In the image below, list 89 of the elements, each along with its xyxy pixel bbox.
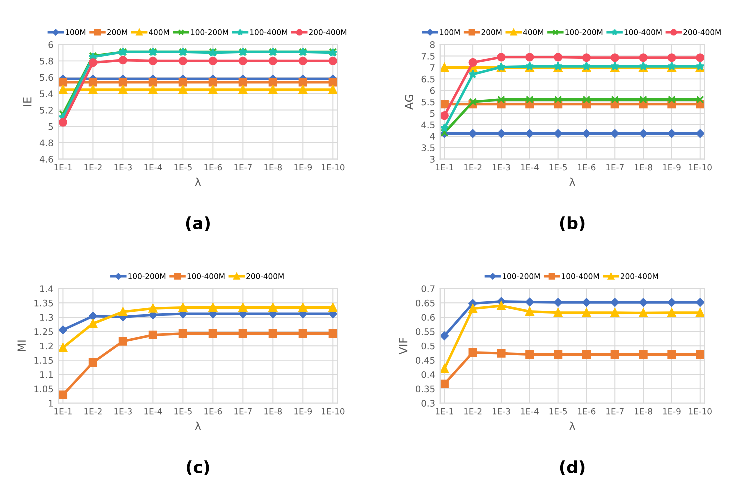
x-tick-label: 1E-3	[114, 164, 132, 171]
y-tick-label: 3.5	[422, 144, 435, 152]
y-tick-label: 1.2	[40, 342, 53, 350]
x-tick-label: 1E-4	[144, 408, 162, 415]
y-tick-label: 6	[48, 42, 54, 48]
y-tick-label: 1.3	[40, 314, 54, 322]
y-tick-label: 1.4	[40, 286, 54, 292]
text: (d)	[560, 460, 585, 476]
y-tick-label: 3	[430, 156, 435, 163]
y-tick-label: 7	[430, 64, 435, 72]
x-tick-label: 1E-1	[54, 408, 72, 415]
x-tick-label: 1E-7	[606, 408, 624, 415]
x-axis-title: λ	[195, 422, 202, 430]
x-axis-title: λ	[570, 422, 576, 430]
y-tick-label: 0.7	[422, 286, 435, 292]
y-tick-label: 0.45	[416, 357, 435, 364]
x-tick-label: 1E-4	[144, 164, 162, 171]
y-tick-label: 6	[430, 87, 435, 94]
y-tick-label: 1.05	[34, 386, 54, 393]
y-tick-label: 4.5	[422, 122, 435, 129]
y-tick-label: 5.5	[422, 98, 435, 106]
x-tick-label: 1E-7	[606, 164, 624, 171]
y-axis-title: MI	[18, 340, 26, 352]
y-tick-label: 5.8	[40, 58, 54, 65]
y-axis-title: AG	[405, 94, 414, 110]
x-tick-label: 1E-1	[436, 164, 454, 171]
y-tick-label: 0.65	[416, 300, 435, 307]
y-tick-label: 5.2	[40, 107, 53, 114]
x-tick-label: 1E-5	[174, 408, 192, 415]
x-tick-label: 1E-10	[322, 408, 345, 415]
y-tick-label: 5	[430, 110, 435, 118]
x-tick-label: 1E-8	[635, 164, 652, 171]
y-tick-label: 4.8	[40, 140, 54, 147]
x-tick-label: 1E-4	[521, 164, 539, 171]
y-tick-label: 1.15	[34, 357, 54, 364]
x-tick-label: 1E-2	[464, 408, 482, 415]
x-tick-label: 1E-3	[492, 164, 510, 171]
x-tick-label: 1E-7	[234, 408, 252, 415]
x-tick-label: 1E-1	[436, 408, 454, 415]
x-tick-label: 1E-5	[550, 408, 568, 415]
x-tick-label: 1E-6	[204, 408, 222, 415]
x-tick-label: 1E-5	[174, 164, 192, 171]
y-axis-title: VIF	[399, 338, 408, 355]
x-tick-label: 1E-5	[550, 164, 568, 171]
y-tick-label: 5.6	[40, 74, 54, 82]
text: (b)	[560, 216, 585, 232]
text: (a)	[186, 216, 210, 232]
x-tick-label: 1E-3	[492, 408, 510, 415]
y-tick-label: 1	[49, 400, 54, 407]
y-tick-label: 5	[48, 123, 54, 130]
y-tick-label: 5.4	[40, 90, 54, 98]
x-tick-label: 1E-9	[294, 164, 312, 171]
y-tick-label: 1.35	[34, 300, 54, 307]
y-tick-label: 1.1	[40, 372, 54, 378]
x-tick-label: 1E-3	[114, 408, 132, 415]
x-tick-label: 1E-10	[322, 164, 345, 171]
x-tick-label: 1E-2	[464, 164, 482, 171]
y-tick-label: 0.3	[422, 400, 435, 407]
text: (c)	[187, 460, 210, 476]
x-tick-label: 1E-9	[663, 408, 681, 415]
y-tick-label: 0.5	[422, 342, 435, 350]
y-tick-label: 6.5	[422, 76, 435, 83]
x-axis-title: λ	[195, 178, 202, 186]
y-tick-label: 0.4	[422, 371, 436, 378]
y-tick-label: 1.25	[34, 328, 54, 336]
y-tick-label: 8	[430, 42, 435, 48]
x-tick-label: 1E-1	[54, 164, 72, 171]
x-tick-label: 1E-7	[234, 164, 252, 171]
x-tick-label: 1E-10	[689, 408, 712, 415]
y-axis-title: IE	[24, 98, 32, 106]
x-tick-label: 1E-4	[521, 408, 539, 415]
y-tick-label: 0.35	[416, 386, 435, 393]
x-tick-label: 1E-2	[84, 164, 102, 171]
x-tick-label: 1E-6	[578, 164, 596, 171]
x-tick-label: 1E-6	[204, 164, 222, 171]
x-tick-label: 1E-9	[294, 408, 312, 415]
y-tick-label: 0.6	[422, 314, 435, 322]
x-axis-title: λ	[570, 178, 576, 186]
x-tick-label: 1E-2	[84, 408, 102, 415]
y-tick-label: 4	[430, 133, 436, 140]
x-tick-label: 1E-8	[635, 408, 652, 415]
x-tick-label: 1E-10	[689, 164, 712, 171]
x-tick-label: 1E-6	[578, 408, 596, 415]
x-tick-label: 1E-8	[264, 164, 282, 171]
x-tick-label: 1E-9	[663, 164, 681, 171]
y-tick-label: 0.55	[416, 328, 435, 336]
x-tick-label: 1E-8	[264, 408, 282, 415]
y-tick-label: 4.6	[40, 156, 54, 163]
y-tick-label: 7.5	[422, 53, 435, 60]
